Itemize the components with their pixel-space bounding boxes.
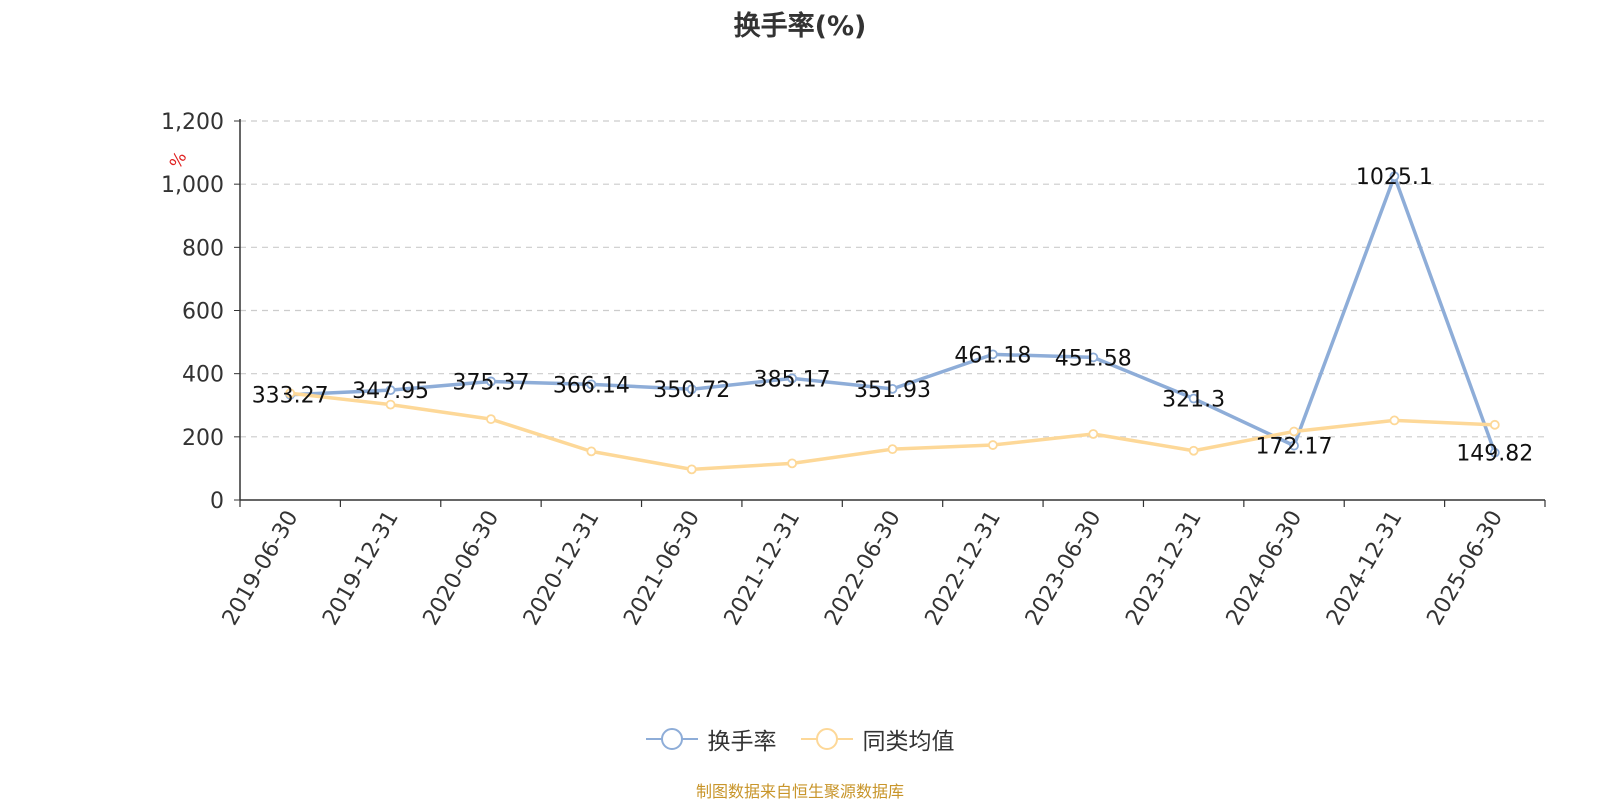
series-1-point[interactable] — [1289, 426, 1299, 437]
data-labels: 333.27 347.95 375.37 366.14 350.72 385.17 351.… — [252, 165, 1534, 466]
series-0-point[interactable] — [787, 373, 798, 384]
series-1-point[interactable] — [586, 446, 597, 457]
legend: 换手率 同类均值 — [0, 722, 1600, 756]
data-label: 149.82 — [1456, 442, 1533, 467]
grid-lines — [240, 120, 1545, 438]
y-axis-label: % — [166, 149, 191, 173]
series-1-point[interactable] — [1489, 419, 1500, 430]
y-tick-label: 200 — [182, 426, 224, 451]
x-tick-label: 2023-06-30 — [1021, 507, 1107, 630]
data-label: 333.27 — [252, 384, 329, 409]
series-line-0 — [290, 174, 1497, 454]
y-tick-label: 600 — [182, 300, 224, 325]
series-0-point[interactable] — [887, 383, 898, 394]
data-label: 321.3 — [1162, 388, 1225, 413]
series-1-point[interactable] — [1088, 429, 1099, 439]
legend-item-peer-average[interactable]: 同类均值 — [800, 722, 955, 756]
data-label: 451.58 — [1055, 346, 1132, 371]
y-tick-label: 400 — [182, 363, 224, 388]
source-footer: 制图数据来自恒生聚源数据库 — [695, 782, 904, 801]
series-0-point[interactable] — [385, 385, 396, 396]
series-0-point[interactable] — [987, 349, 998, 360]
data-label: 351.93 — [854, 378, 931, 403]
legend-marker-peer-average — [800, 728, 853, 750]
series-0-point[interactable] — [486, 376, 496, 387]
series-0-point[interactable] — [686, 384, 697, 395]
series-0-point[interactable] — [586, 379, 597, 390]
data-label: 347.95 — [352, 379, 429, 404]
series-0-point[interactable] — [1289, 440, 1299, 451]
y-tick-label: 1,200 — [161, 110, 224, 135]
legend-label-turnover: 换手率 — [707, 729, 777, 755]
x-tick-label: 2020-12-31 — [519, 507, 605, 630]
data-label: 350.72 — [653, 378, 730, 403]
x-tick-label: 2024-12-31 — [1322, 507, 1408, 630]
y-tick-label: 0 — [210, 489, 224, 514]
x-tick-label: 2025-06-30 — [1422, 507, 1508, 630]
series-1-point[interactable] — [385, 399, 396, 410]
series-lines — [285, 171, 1500, 475]
y-tick-label: 800 — [182, 236, 224, 261]
series-1-point[interactable] — [686, 464, 697, 475]
legend-label-peer-average: 同类均值 — [862, 729, 955, 755]
data-label: 1025.1 — [1356, 165, 1433, 190]
series-0-point[interactable] — [1389, 171, 1400, 182]
series-0-point[interactable] — [1489, 447, 1500, 458]
series-1-point[interactable] — [285, 388, 296, 399]
chart-title: 换手率(%) — [733, 11, 867, 42]
legend-item-turnover[interactable]: 换手率 — [645, 722, 777, 756]
x-tick-label: 2022-06-30 — [820, 507, 906, 630]
series-1-point[interactable] — [987, 440, 998, 450]
data-label: 172.17 — [1256, 435, 1333, 460]
legend-marker-turnover — [645, 728, 698, 750]
series-1-point[interactable] — [486, 414, 496, 425]
x-tick-label: 2024-06-30 — [1222, 507, 1308, 630]
series-1-point[interactable] — [1389, 415, 1400, 426]
data-label: 385.17 — [754, 367, 831, 392]
data-label: 375.37 — [452, 370, 529, 395]
series-1-point[interactable] — [1188, 445, 1199, 456]
series-0-point[interactable] — [1088, 352, 1099, 363]
series-0-point[interactable] — [1188, 393, 1199, 404]
x-tick-label: 2023-12-31 — [1121, 507, 1207, 630]
x-tick-label: 2021-06-30 — [619, 507, 705, 630]
axes: 0 200 400 600 800 1,000 1,200% 2019-06-30 2019-1… — [161, 110, 1546, 630]
x-tick-label: 2020-06-30 — [419, 507, 505, 630]
y-tick-label: 1,000 — [161, 173, 224, 198]
series-1-point[interactable] — [787, 458, 798, 469]
x-tick-label: 2021-12-31 — [720, 507, 806, 630]
data-label: 366.14 — [553, 373, 630, 398]
x-tick-label: 2022-12-31 — [921, 507, 1007, 630]
series-1-point[interactable] — [887, 444, 898, 455]
x-tick-label: 2019-12-31 — [318, 507, 404, 630]
data-label: 461.18 — [954, 343, 1031, 368]
x-tick-label: 2019-06-30 — [218, 507, 304, 630]
